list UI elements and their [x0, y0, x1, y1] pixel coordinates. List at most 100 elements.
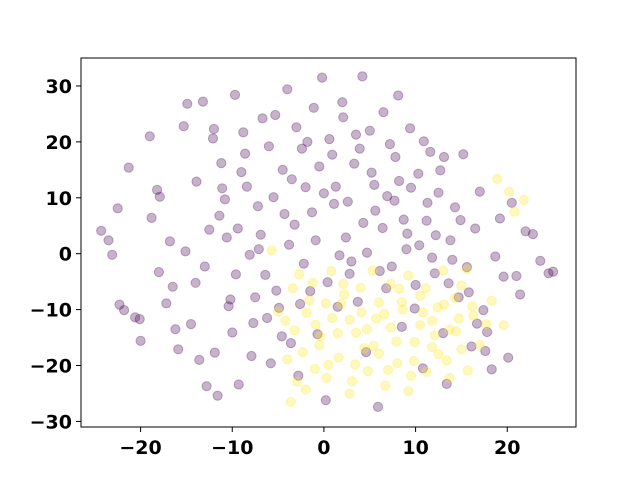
scatter-point-s1	[415, 320, 426, 331]
scatter-point-s1	[405, 370, 417, 381]
scatter-point-s0	[361, 347, 372, 358]
scatter-point-s0	[377, 222, 388, 234]
scatter-point-s0	[277, 164, 288, 175]
scatter-point-s1	[315, 331, 326, 342]
scatter-point-s1	[385, 278, 396, 289]
scatter-point-s0	[208, 123, 219, 135]
scatter-point-s1	[397, 304, 408, 315]
scatter-point-s1	[304, 295, 315, 306]
x-tick-label: 0	[317, 437, 330, 459]
scatter-point-s0	[284, 239, 295, 250]
scatter-point-s1	[444, 324, 455, 335]
scatter-point-s0	[112, 203, 123, 214]
scatter-point-s0	[429, 268, 440, 279]
scatter-point-s0	[167, 281, 178, 292]
scatter-point-s1	[396, 297, 407, 308]
scatter-point-s0	[520, 226, 531, 237]
scatter-point-s0	[482, 326, 493, 338]
scatter-point-s0	[201, 381, 212, 392]
scatter-point-s0	[490, 251, 501, 262]
scatter-point-s0	[361, 247, 373, 258]
scatter-point-s0	[257, 113, 268, 124]
scatter-point-s0	[204, 224, 215, 235]
scatter-point-s0	[318, 188, 329, 199]
scatter-point-s1	[294, 269, 305, 280]
scatter-point-s0	[123, 162, 134, 173]
scatter-point-s0	[503, 352, 514, 363]
scatter-point-s1	[321, 372, 332, 383]
scatter-point-s1	[367, 265, 378, 276]
scatter-point-s0	[445, 235, 456, 246]
scatter-point-s0	[328, 198, 340, 209]
scatter-point-s0	[370, 205, 381, 216]
scatter-point-s1	[429, 330, 440, 341]
scatter-point-s0	[229, 89, 241, 101]
scatter-point-s0	[310, 235, 321, 246]
scatter-point-s0	[322, 277, 333, 288]
scatter-point-s1	[456, 280, 467, 291]
scatter-point-s1	[350, 327, 362, 338]
scatter-point-s1	[441, 355, 452, 366]
scatter-point-s0	[212, 390, 223, 401]
scatter-point-s0	[182, 98, 193, 109]
scatter-point-s0	[170, 324, 181, 335]
scatter-point-s1	[297, 347, 308, 358]
data-points	[96, 71, 559, 412]
scatter-point-s1	[433, 349, 444, 360]
scatter-point-s0	[344, 268, 355, 279]
scatter-point-s0	[197, 96, 208, 107]
scatter-point-s0	[135, 335, 146, 346]
scatter-point-s0	[320, 395, 331, 406]
scatter-point-s0	[372, 401, 384, 412]
scatter-point-s1	[307, 277, 318, 288]
scatter-point-s0	[352, 296, 363, 307]
scatter-point-s0	[364, 125, 375, 136]
scatter-point-s0	[164, 236, 175, 247]
scatter-point-s0	[398, 214, 409, 225]
scatter-point-s0	[241, 181, 252, 192]
scatter-point-s0	[327, 149, 338, 160]
scatter-point-s1	[427, 342, 438, 353]
scatter-point-s1	[450, 326, 461, 337]
scatter-point-s1	[344, 314, 355, 325]
scatter-point-s0	[225, 294, 236, 305]
scatter-point-s1	[444, 372, 455, 383]
scatter-point-s0	[232, 223, 243, 234]
scatter-point-s0	[394, 175, 405, 187]
y-tick-label: −30	[30, 411, 72, 433]
scatter-point-s0	[443, 278, 454, 289]
scatter-point-s0	[271, 285, 282, 296]
scatter-point-s0	[305, 286, 316, 297]
scatter-point-s0	[453, 292, 464, 303]
scatter-point-s0	[369, 179, 380, 190]
scatter-point-s1	[379, 309, 390, 320]
scatter-point-s1	[504, 186, 515, 197]
scatter-point-s1	[359, 343, 370, 354]
scatter-point-s0	[494, 213, 505, 224]
scatter-point-s1	[392, 358, 403, 369]
scatter-point-s1	[309, 363, 320, 374]
scatter-point-s0	[340, 232, 351, 243]
scatter-point-s0	[350, 129, 362, 140]
scatter-point-s0	[389, 195, 400, 206]
scatter-point-s1	[394, 283, 405, 294]
scatter-point-s0	[219, 194, 230, 205]
scatter-point-s0	[180, 246, 191, 257]
y-tick-label: −20	[30, 356, 72, 378]
scatter-point-s0	[366, 167, 377, 178]
scatter-point-s0	[255, 229, 266, 240]
scatter-point-s0	[185, 319, 197, 330]
scatter-point-s0	[260, 269, 271, 280]
scatter-point-s0	[543, 268, 554, 279]
scatter-point-s1	[492, 173, 503, 184]
scatter-point-s0	[374, 265, 385, 277]
scatter-point-s0	[332, 301, 343, 312]
scatter-point-s0	[349, 158, 360, 169]
scatter-point-s1	[385, 322, 396, 333]
scatter-point-s0	[409, 303, 420, 314]
scatter-point-s0	[144, 131, 155, 142]
scatter-point-s1	[339, 289, 350, 300]
scatter-point-s0	[161, 298, 172, 309]
scatter-point-s0	[103, 235, 114, 246]
scatter-point-s1	[518, 194, 529, 206]
